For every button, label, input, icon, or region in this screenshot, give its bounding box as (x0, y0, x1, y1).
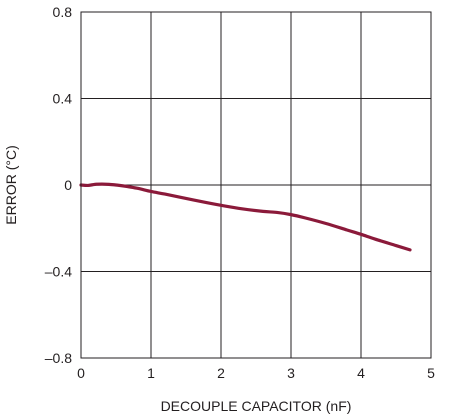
y-tick-labels: –0.8 –0.4 0 0.4 0.8 (45, 4, 72, 366)
y-tick-label: –0.4 (45, 264, 72, 280)
y-tick-label: –0.8 (45, 350, 72, 366)
y-axis-title: ERROR (°C) (3, 145, 19, 224)
y-tick-label: 0 (64, 177, 72, 193)
grid-layer (81, 12, 431, 358)
x-tick-label: 0 (77, 365, 85, 381)
plot-frame (80, 11, 432, 359)
y-tick-label: 0.4 (53, 91, 73, 107)
x-tick-label: 5 (427, 365, 435, 381)
x-tick-label: 3 (287, 365, 295, 381)
y-tick-label: 0.8 (53, 4, 73, 20)
x-tick-label: 1 (147, 365, 155, 381)
x-tick-label: 4 (357, 365, 365, 381)
x-tick-labels: 0 1 2 3 4 5 (77, 365, 435, 381)
x-tick-label: 2 (217, 365, 225, 381)
x-axis-title: DECOUPLE CAPACITOR (nF) (161, 398, 352, 414)
series-line-error (79, 182, 412, 252)
